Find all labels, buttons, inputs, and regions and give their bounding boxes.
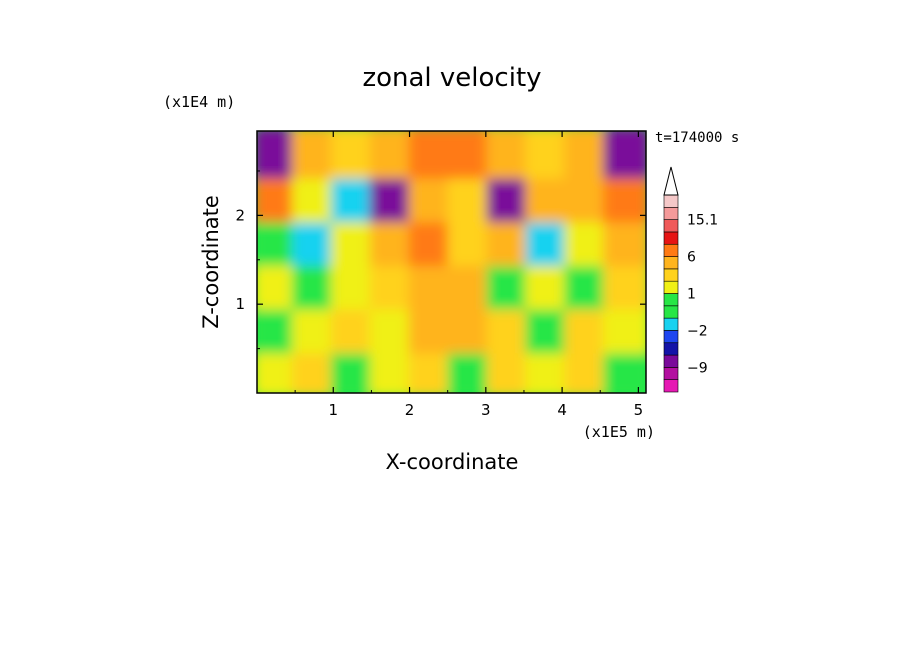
colorbar-swatch	[663, 367, 679, 380]
colorbar-tick-label: −2	[687, 323, 708, 339]
colorbar-swatch	[663, 379, 679, 393]
field-cell	[603, 131, 646, 179]
colorbar-tick-label: 6	[687, 250, 696, 266]
x-tick-label: 3	[481, 401, 491, 419]
colorbar-swatch	[663, 207, 679, 220]
colorbar-swatch	[663, 280, 679, 294]
x-tick-label: 1	[329, 401, 339, 419]
x-axis-ticks: 1 2 3 4 5	[294, 131, 644, 419]
colorbar-swatch	[663, 330, 679, 344]
field-cell	[603, 214, 646, 266]
colorbar-swatch	[663, 354, 679, 368]
colorbar-swatch	[663, 305, 679, 319]
velocity-field	[257, 131, 646, 393]
field-cell	[603, 301, 646, 354]
colorbar	[663, 166, 679, 393]
colorbar-tick-label: 1	[687, 287, 696, 303]
x-tick-label: 4	[557, 401, 567, 419]
colorbar-extend-arrow	[663, 166, 679, 196]
time-label: t=174000 s	[655, 130, 739, 146]
x-scale-note: (x1E5 m)	[583, 423, 655, 441]
plot-frame	[256, 130, 647, 394]
colorbar-tick-label: 15.1	[687, 213, 718, 229]
field-cell	[603, 170, 646, 223]
y-axis-label: Z-coordinate	[199, 195, 223, 329]
y-axis-ticks: 12	[235, 170, 646, 350]
colorbar-swatch	[663, 231, 679, 245]
colorbar-swatch	[663, 219, 679, 233]
y-tick-label: 1	[235, 295, 245, 313]
x-tick-label: 2	[405, 401, 415, 419]
colorbar-swatch	[663, 293, 679, 307]
colorbar-labels: 15.1 6 1 −2 −9	[687, 213, 718, 377]
y-scale-note: (x1E4 m)	[163, 93, 235, 111]
colorbar-swatch	[663, 243, 679, 257]
x-tick-label: 5	[634, 401, 644, 419]
colorbar-swatch	[663, 317, 679, 331]
x-axis-label: X-coordinate	[386, 450, 519, 474]
colorbar-tick-label: −9	[687, 360, 708, 376]
chart-title: zonal velocity	[362, 63, 541, 93]
colorbar-swatch	[663, 342, 679, 356]
y-tick-label: 2	[235, 206, 245, 224]
colorbar-swatch	[663, 268, 679, 282]
colorbar-swatch	[663, 194, 679, 208]
field-cell	[603, 258, 646, 310]
colorbar-swatch	[663, 256, 679, 270]
